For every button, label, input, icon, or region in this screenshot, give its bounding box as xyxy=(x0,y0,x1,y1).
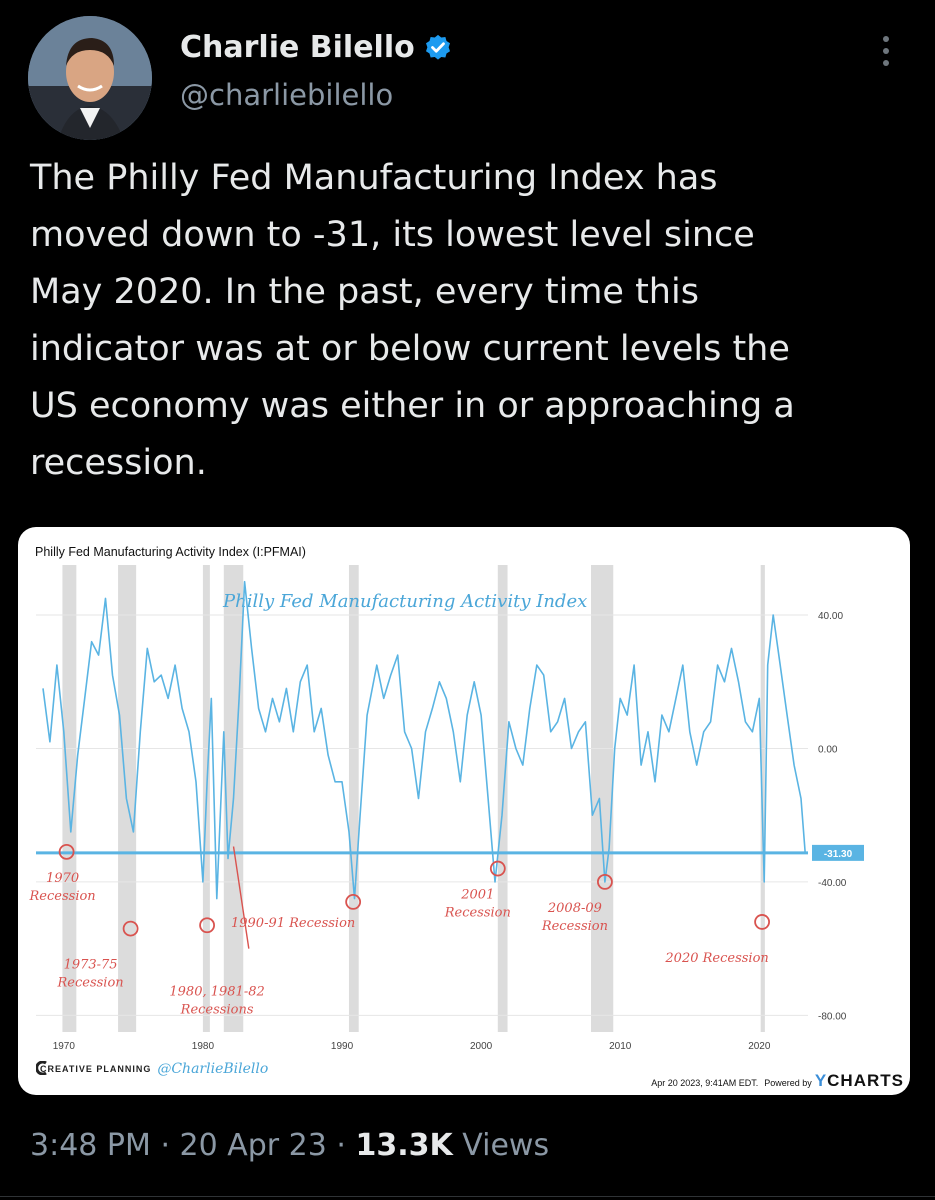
chart-plot: 40.00 0.00 -40.00 -80.00 1970 1980 1990 2000 201… xyxy=(29,565,864,1052)
x-tick-label: 1980 xyxy=(192,1041,215,1052)
x-tick-label: 1970 xyxy=(53,1041,76,1052)
chart-header: Philly Fed Manufacturing Activity Index … xyxy=(35,545,306,559)
footer-powered: Powered by xyxy=(764,1078,812,1088)
footer-brand: CREATIVE PLANNING @CharlieBilello xyxy=(36,1061,268,1077)
annotation-label: 1973-75 xyxy=(64,958,118,973)
annotation-label: 2020 Recession xyxy=(664,951,768,966)
series-line xyxy=(42,580,806,900)
chart-overlay-title: Philly Fed Manufacturing Activity Index xyxy=(222,591,587,612)
annotation-label: Recessions xyxy=(180,1002,254,1017)
more-options-icon[interactable] xyxy=(878,36,894,72)
annotation-label: 1990-91 Recession xyxy=(231,916,355,931)
author-handle[interactable]: @charliebilello xyxy=(180,78,394,112)
annotation-marker xyxy=(122,920,139,937)
annotation-marker xyxy=(754,914,770,930)
annotation-label: 1980, 1981-82 xyxy=(169,984,264,999)
current-value-label: -31.30 xyxy=(824,849,853,860)
annotation-label: Recession xyxy=(541,919,608,934)
recession-band xyxy=(760,565,765,1032)
x-tick-label: 2000 xyxy=(470,1041,493,1052)
recession-band xyxy=(62,565,77,1032)
annotation-marker xyxy=(58,843,75,860)
annotation-marker xyxy=(597,873,613,890)
footer-handle: @CharlieBilello xyxy=(157,1061,269,1077)
x-tick-label: 1990 xyxy=(331,1041,354,1052)
recession-band xyxy=(591,565,614,1032)
creative-planning-logo-icon xyxy=(36,1061,47,1075)
x-tick-label: 2010 xyxy=(609,1041,632,1052)
y-tick-label: 0.00 xyxy=(818,744,838,755)
tweet-date[interactable]: 20 Apr 23 xyxy=(179,1128,327,1163)
tweet-text: The Philly Fed Manufacturing Index has m… xyxy=(30,158,795,483)
annotation-label: Recession xyxy=(57,976,124,991)
y-tick-label: 40.00 xyxy=(818,611,843,622)
footer-brand-name: CREATIVE PLANNING xyxy=(40,1064,152,1074)
annotation-label: 1970 xyxy=(46,871,79,886)
author-name[interactable]: Charlie Bilello xyxy=(180,30,415,65)
annotation-label: Recession xyxy=(444,906,511,921)
x-tick-label: 2020 xyxy=(748,1041,771,1052)
recession-band xyxy=(348,565,359,1032)
annotation-label: 2008-09 xyxy=(547,901,602,916)
tweet-meta: 3:48 PM · 20 Apr 23 · 13.3K Views xyxy=(30,1128,550,1163)
avatar[interactable] xyxy=(28,16,152,140)
y-tick-label: -40.00 xyxy=(818,878,847,889)
verified-badge-icon xyxy=(425,34,450,60)
y-tick-label: -80.00 xyxy=(818,1011,847,1022)
chart-card[interactable]: Philly Fed Manufacturing Activity Index … xyxy=(18,527,910,1095)
annotation-marker xyxy=(489,860,506,877)
current-value-badge xyxy=(812,844,864,861)
annotation-label: 2001 xyxy=(460,888,494,903)
divider xyxy=(0,1196,935,1197)
footer-attribution: Apr 20 2023, 9:41AM EDT. Powered by YCHA… xyxy=(651,1071,904,1091)
annotation-marker xyxy=(345,894,362,910)
footer-timestamp: Apr 20 2023, 9:41AM EDT. xyxy=(651,1078,759,1088)
views-count: 13.3K xyxy=(355,1128,453,1163)
annotation-label: Recession xyxy=(29,889,96,904)
ycharts-logo: YCHARTS xyxy=(814,1071,904,1090)
annotation-marker xyxy=(199,917,215,934)
tweet-time[interactable]: 3:48 PM xyxy=(30,1128,151,1163)
views-label: Views xyxy=(462,1128,550,1163)
annotation-connector xyxy=(232,846,250,949)
